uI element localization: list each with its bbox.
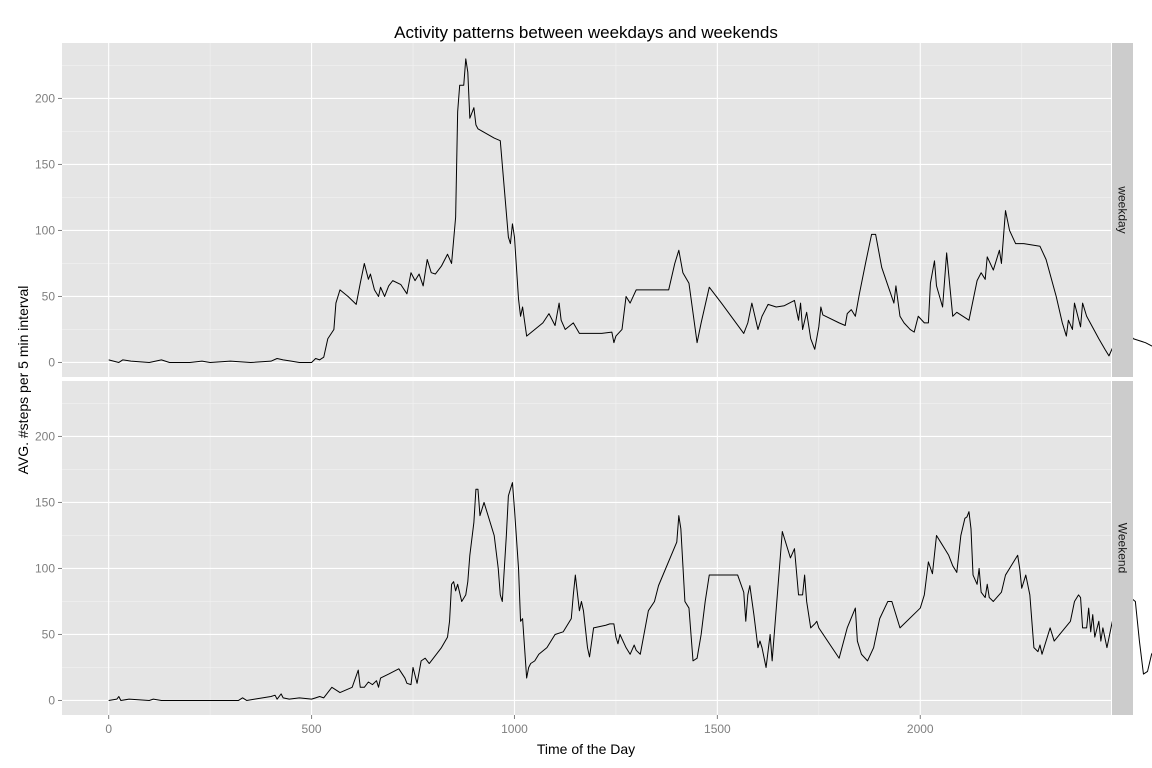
y-axis-title: AVG. #steps per 5 min interval xyxy=(15,286,31,475)
x-tick-label: 0 xyxy=(105,722,112,736)
y-tick-label: 200 xyxy=(35,429,55,443)
facet-strip xyxy=(1112,43,1133,377)
x-tick-label: 2000 xyxy=(907,722,934,736)
y-tick-label: 150 xyxy=(35,157,55,171)
facet-strip-label: Weekend xyxy=(1116,523,1130,573)
chart-title: Activity patterns between weekdays and w… xyxy=(394,23,778,42)
y-tick-label: 0 xyxy=(48,693,55,707)
facet-panels: 0 50 100 150 200 weekday 0 50 100 150 200 Weekend 0 5… xyxy=(35,43,1152,736)
x-tick-label: 1500 xyxy=(704,722,731,736)
series-line-weekday xyxy=(108,58,1152,363)
y-tick-label: 200 xyxy=(35,91,55,105)
panel-background xyxy=(62,43,1111,377)
y-tick-label: 50 xyxy=(42,627,56,641)
y-tick-label: 150 xyxy=(35,495,55,509)
y-tick-label: 0 xyxy=(48,355,55,369)
facet-strip xyxy=(1112,381,1133,715)
panel-weekday: 0 50 100 150 200 weekday xyxy=(35,43,1152,377)
x-tick-label: 500 xyxy=(302,722,322,736)
panel-background xyxy=(62,381,1111,715)
y-tick-label: 100 xyxy=(35,223,55,237)
facet-strip-label: weekday xyxy=(1116,185,1130,233)
x-axis-title: Time of the Day xyxy=(537,741,635,757)
panel-weekend: 0 50 100 150 200 Weekend xyxy=(35,381,1152,715)
y-tick-label: 50 xyxy=(42,289,56,303)
y-tick-label: 100 xyxy=(35,561,55,575)
series-line-weekend xyxy=(108,482,1152,701)
x-tick-label: 1000 xyxy=(501,722,528,736)
